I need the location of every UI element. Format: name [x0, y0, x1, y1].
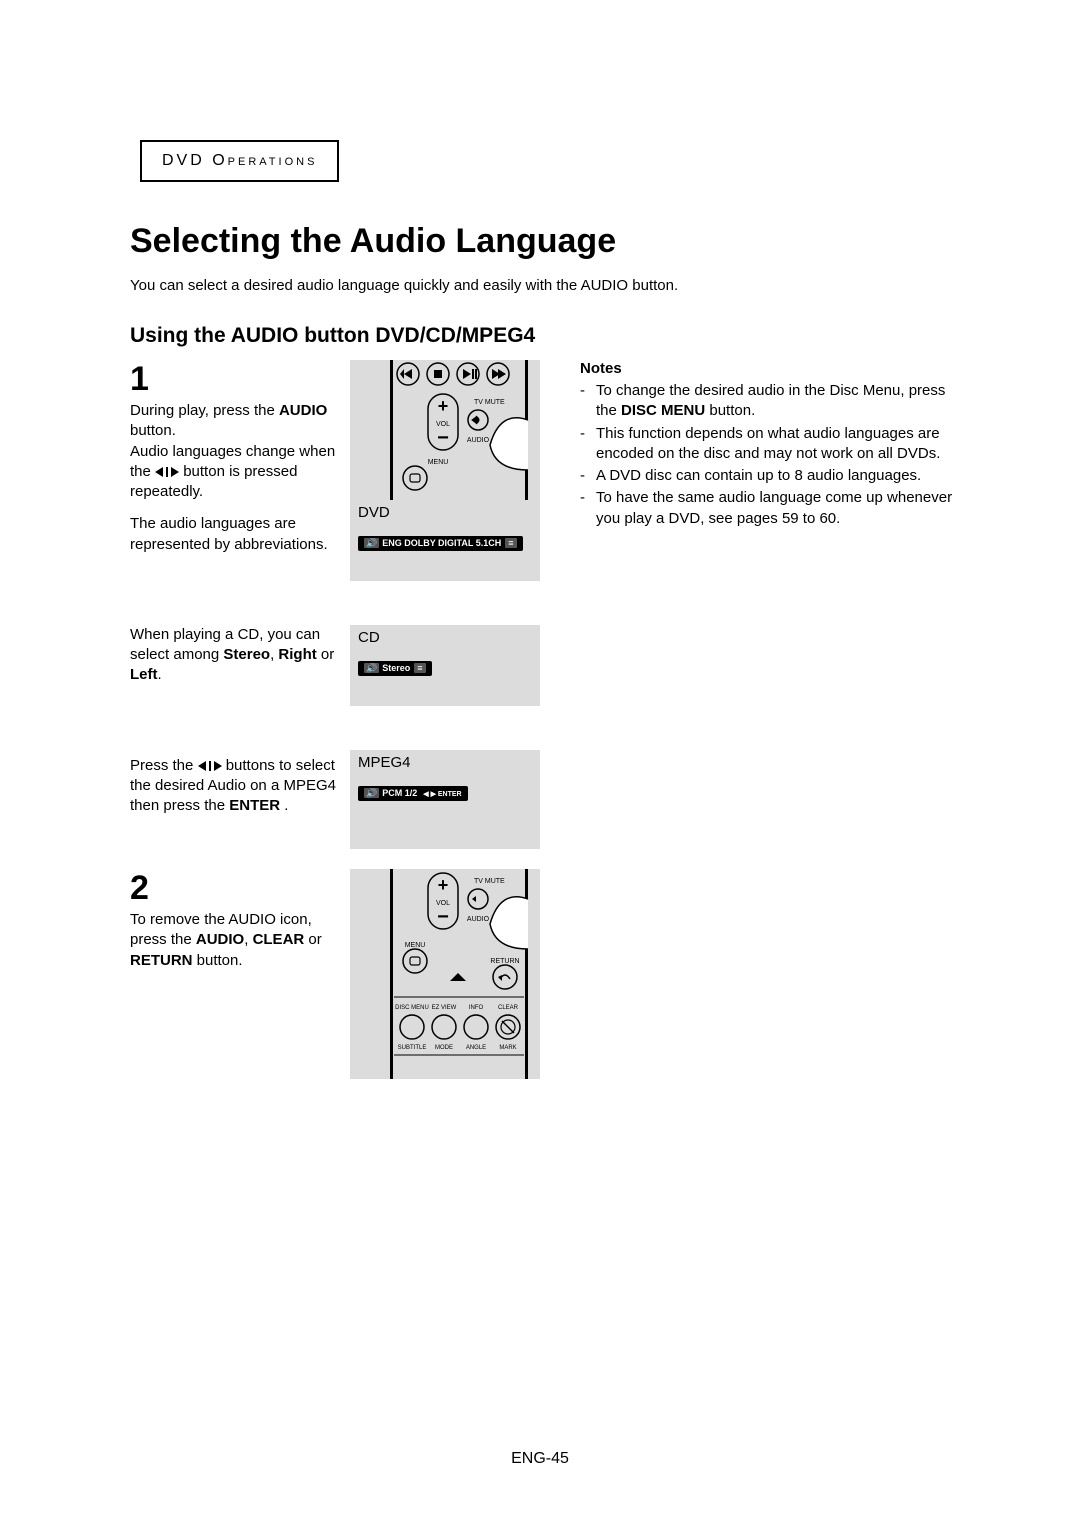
- dvd-osd-block: 🔊ENG DOLBY DIGITAL 5.1CH≡: [350, 525, 540, 581]
- text: ,: [244, 931, 252, 948]
- step-1-mpeg4-text: Press the buttons to select the desired …: [130, 756, 340, 817]
- section-label: DVD Operations: [162, 152, 317, 169]
- dvd-osd-text: ENG DOLBY DIGITAL 5.1CH: [382, 538, 501, 548]
- svg-text:+: +: [438, 875, 449, 895]
- text-bold: AUDIO: [196, 931, 244, 948]
- text: .: [158, 666, 162, 683]
- step-1-cd-text: When playing a CD, you can select among …: [130, 625, 340, 686]
- svg-text:−: −: [437, 427, 449, 449]
- text-bold: ENTER: [229, 797, 280, 814]
- svg-text:DISC MENU: DISC MENU: [395, 1005, 429, 1011]
- mpeg4-osd-block: 🔊PCM 1/2◀ ▶ ENTER: [350, 775, 540, 831]
- vol-label: VOL: [436, 421, 450, 428]
- page-title: Selecting the Audio Language: [130, 222, 960, 261]
- section-header-box: DVD Operations: [140, 140, 339, 182]
- remote-illustration: + − VOL TV MUTE AUDIO MENU: [350, 360, 540, 500]
- step-2-row: 2 To remove the AUDIO icon, press the AU…: [130, 869, 960, 1079]
- text-bold: RETURN: [130, 952, 193, 969]
- svg-text:CLEAR: CLEAR: [498, 1005, 519, 1011]
- text-bold: Stereo: [223, 646, 270, 663]
- text-bold: Left: [130, 666, 158, 683]
- mpeg4-osd-text: PCM 1/2: [382, 788, 417, 798]
- menu-label: MENU: [428, 459, 449, 466]
- text-bold: Right: [278, 646, 316, 663]
- step-1-p2: Audio languages change when the button i…: [130, 442, 340, 503]
- svg-text:MARK: MARK: [499, 1045, 516, 1051]
- step-2-text-col: 2 To remove the AUDIO icon, press the AU…: [130, 869, 350, 1079]
- svg-text:MENU: MENU: [405, 942, 426, 949]
- cd-label: CD: [358, 629, 540, 646]
- step-1-number: 1: [130, 360, 340, 399]
- text: .: [280, 797, 288, 814]
- svg-text:INFO: INFO: [469, 1005, 484, 1011]
- step-1-p1: During play, press the AUDIO button.: [130, 401, 340, 442]
- note-item: To have the same audio language come up …: [580, 488, 960, 529]
- text: button.: [705, 402, 755, 419]
- text-bold: AUDIO: [279, 402, 327, 419]
- step-1-graphics-col: + − VOL TV MUTE AUDIO MENU DVD 🔊ENG DOLB…: [350, 360, 540, 849]
- intro-text: You can select a desired audio language …: [130, 277, 960, 294]
- remote-illustration-2: + − VOL TV MUTE AUDIO MENU RETURN DISC M…: [350, 869, 540, 1079]
- svg-text:MODE: MODE: [435, 1045, 453, 1051]
- step-2-number: 2: [130, 869, 340, 908]
- text: or: [317, 646, 335, 663]
- cd-osd-text: Stereo: [382, 663, 410, 673]
- svg-text:EZ VIEW: EZ VIEW: [432, 1005, 457, 1011]
- text-bold: DISC MENU: [621, 402, 705, 419]
- step-2-graphics-col: + − VOL TV MUTE AUDIO MENU RETURN DISC M…: [350, 869, 540, 1079]
- mpeg4-osd-bar: 🔊PCM 1/2◀ ▶ ENTER: [358, 786, 468, 801]
- note-item: To change the desired audio in the Disc …: [580, 381, 960, 422]
- left-right-arrow-icon: [155, 467, 179, 477]
- tvmute-label: TV MUTE: [474, 399, 505, 406]
- step-2-text: To remove the AUDIO icon, press the AUDI…: [130, 910, 340, 971]
- sub-heading: Using the AUDIO button DVD/CD/MPEG4: [130, 324, 960, 348]
- svg-text:+: +: [438, 396, 449, 416]
- audio-label: AUDIO: [467, 437, 490, 444]
- step-1-text-col: 1 During play, press the AUDIO button. A…: [130, 360, 350, 849]
- text: Press the: [130, 757, 198, 774]
- empty-col: [540, 869, 960, 1079]
- mpeg4-label: MPEG4: [358, 754, 540, 771]
- svg-text:ANGLE: ANGLE: [466, 1045, 486, 1051]
- cd-osd-block: 🔊Stereo≡: [350, 650, 540, 706]
- step-1-p3: The audio languages are represented by a…: [130, 514, 340, 555]
- cd-osd-bar: 🔊Stereo≡: [358, 661, 432, 676]
- note-item: A DVD disc can contain up to 8 audio lan…: [580, 466, 960, 486]
- text: or: [304, 931, 322, 948]
- text: During play, press the: [130, 402, 279, 419]
- note-item: This function depends on what audio lang…: [580, 424, 960, 465]
- notes-column: Notes To change the desired audio in the…: [540, 360, 960, 849]
- svg-text:−: −: [437, 906, 449, 928]
- notes-heading: Notes: [580, 360, 960, 377]
- dvd-osd-bar: 🔊ENG DOLBY DIGITAL 5.1CH≡: [358, 536, 523, 551]
- page-number: ENG-45: [511, 1450, 569, 1468]
- dvd-label: DVD: [358, 504, 540, 521]
- step-1-row: 1 During play, press the AUDIO button. A…: [130, 360, 960, 849]
- svg-text:AUDIO: AUDIO: [467, 916, 490, 923]
- text-bold: CLEAR: [253, 931, 305, 948]
- svg-text:SUBTITLE: SUBTITLE: [398, 1045, 427, 1051]
- svg-text:TV MUTE: TV MUTE: [474, 878, 505, 885]
- left-right-arrow-icon: [198, 761, 222, 771]
- text: button.: [193, 952, 243, 969]
- svg-text:RETURN: RETURN: [490, 958, 519, 965]
- svg-text:VOL: VOL: [436, 900, 450, 907]
- text: button.: [130, 422, 176, 439]
